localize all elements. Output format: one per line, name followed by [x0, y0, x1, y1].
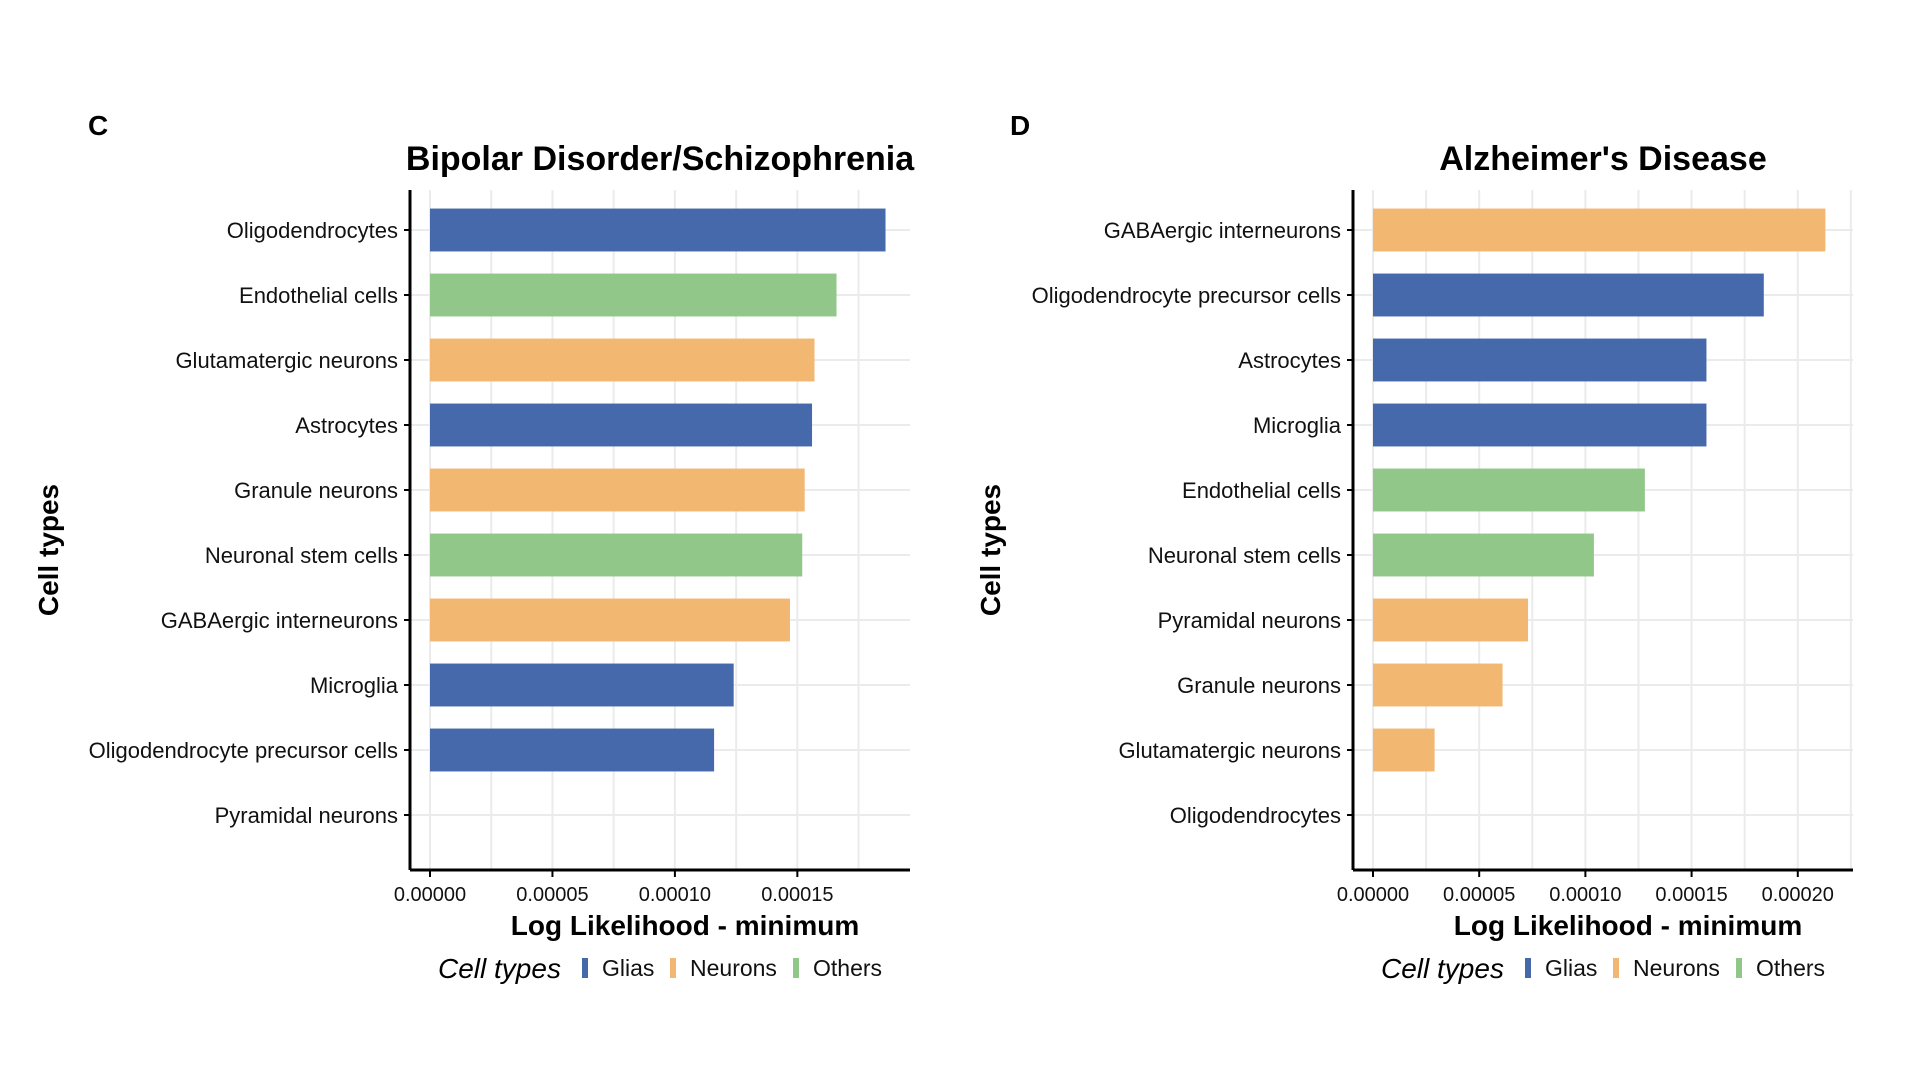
x-axis-title: Log Likelihood - minimum: [511, 910, 859, 941]
legend-label: Others: [1756, 955, 1825, 981]
y-tick-label: Pyramidal neurons: [215, 803, 398, 828]
bar: [1373, 338, 1707, 382]
y-tick-label: Neuronal stem cells: [205, 543, 398, 568]
legend-label: Glias: [602, 955, 654, 981]
bar: [1373, 403, 1707, 447]
bar: [430, 338, 815, 382]
bar: [1373, 273, 1764, 317]
legend: Cell types Glias Neurons Others: [438, 953, 882, 984]
y-tick-label: Oligodendrocytes: [1170, 803, 1341, 828]
y-tick-label: Oligodendrocyte precursor cells: [89, 738, 398, 763]
chart-panel-c: C Bipolar Disorder/Schizophrenia Oligodend…: [33, 110, 915, 984]
legend-label: Glias: [1545, 955, 1597, 981]
y-tick-label: Granule neurons: [234, 478, 398, 503]
bar: [1373, 728, 1435, 772]
bar: [430, 208, 886, 252]
x-tick-label: 0.00020: [1762, 884, 1834, 906]
bar: [430, 273, 837, 317]
bar: [430, 663, 734, 707]
legend-label: Neurons: [690, 955, 777, 981]
x-axis-title: Log Likelihood - minimum: [1454, 910, 1802, 941]
legend-key: [670, 958, 676, 978]
bar: [1373, 663, 1503, 707]
y-tick-label: Microglia: [1253, 413, 1342, 438]
bar: [1373, 598, 1529, 642]
y-tick-label: GABAergic interneurons: [1104, 218, 1341, 243]
panel-letter: C: [88, 110, 108, 141]
y-tick-label: Oligodendrocyte precursor cells: [1032, 283, 1341, 308]
x-tick-label: 0.00000: [1337, 884, 1409, 906]
bar: [430, 403, 813, 447]
chart-title: Alzheimer's Disease: [1439, 140, 1766, 178]
x-tick-label: 0.00005: [516, 884, 588, 906]
bar: [430, 468, 805, 512]
x-tick-label: 0.00005: [1443, 884, 1515, 906]
legend-label: Others: [813, 955, 882, 981]
legend-label: Neurons: [1633, 955, 1720, 981]
bar: [1373, 468, 1645, 512]
y-tick-label: Neuronal stem cells: [1148, 543, 1341, 568]
y-tick-label: Glutamatergic neurons: [1118, 738, 1341, 763]
y-tick-label: Glutamatergic neurons: [175, 348, 398, 373]
bar: [1373, 533, 1594, 577]
legend: Cell types Glias Neurons Others: [1381, 953, 1825, 984]
legend-title: Cell types: [438, 953, 561, 984]
y-tick-label: Astrocytes: [295, 413, 398, 438]
legend-key: [1736, 958, 1742, 978]
bar: [1373, 208, 1826, 252]
x-tick-label: 0.00010: [1549, 884, 1621, 906]
y-tick-label: Endothelial cells: [239, 283, 398, 308]
y-tick-label: Oligodendrocytes: [227, 218, 398, 243]
legend-key: [1525, 958, 1531, 978]
legend-key: [793, 958, 799, 978]
x-tick-label: 0.00015: [761, 884, 833, 906]
x-tick-label: 0.00015: [1655, 884, 1727, 906]
y-axis-title: Cell types: [33, 484, 64, 616]
legend-key: [1613, 958, 1619, 978]
bar: [430, 533, 803, 577]
y-axis-title: Cell types: [975, 484, 1006, 616]
chart-title: Bipolar Disorder/Schizophrenia: [406, 140, 915, 178]
y-tick-label: Pyramidal neurons: [1158, 608, 1341, 633]
bar: [430, 728, 715, 772]
y-tick-label: Microglia: [310, 673, 399, 698]
y-tick-label: Astrocytes: [1238, 348, 1341, 373]
legend-title: Cell types: [1381, 953, 1504, 984]
chart-panel-d: D Alzheimer's Disease GABAergic interneuro…: [975, 110, 1853, 984]
x-tick-label: 0.00010: [639, 884, 711, 906]
x-tick-label: 0.00000: [394, 884, 466, 906]
y-tick-label: Endothelial cells: [1182, 478, 1341, 503]
panel-letter: D: [1010, 110, 1030, 141]
y-tick-label: GABAergic interneurons: [161, 608, 398, 633]
y-tick-label: Granule neurons: [1177, 673, 1341, 698]
legend-key: [582, 958, 588, 978]
bar: [430, 598, 790, 642]
